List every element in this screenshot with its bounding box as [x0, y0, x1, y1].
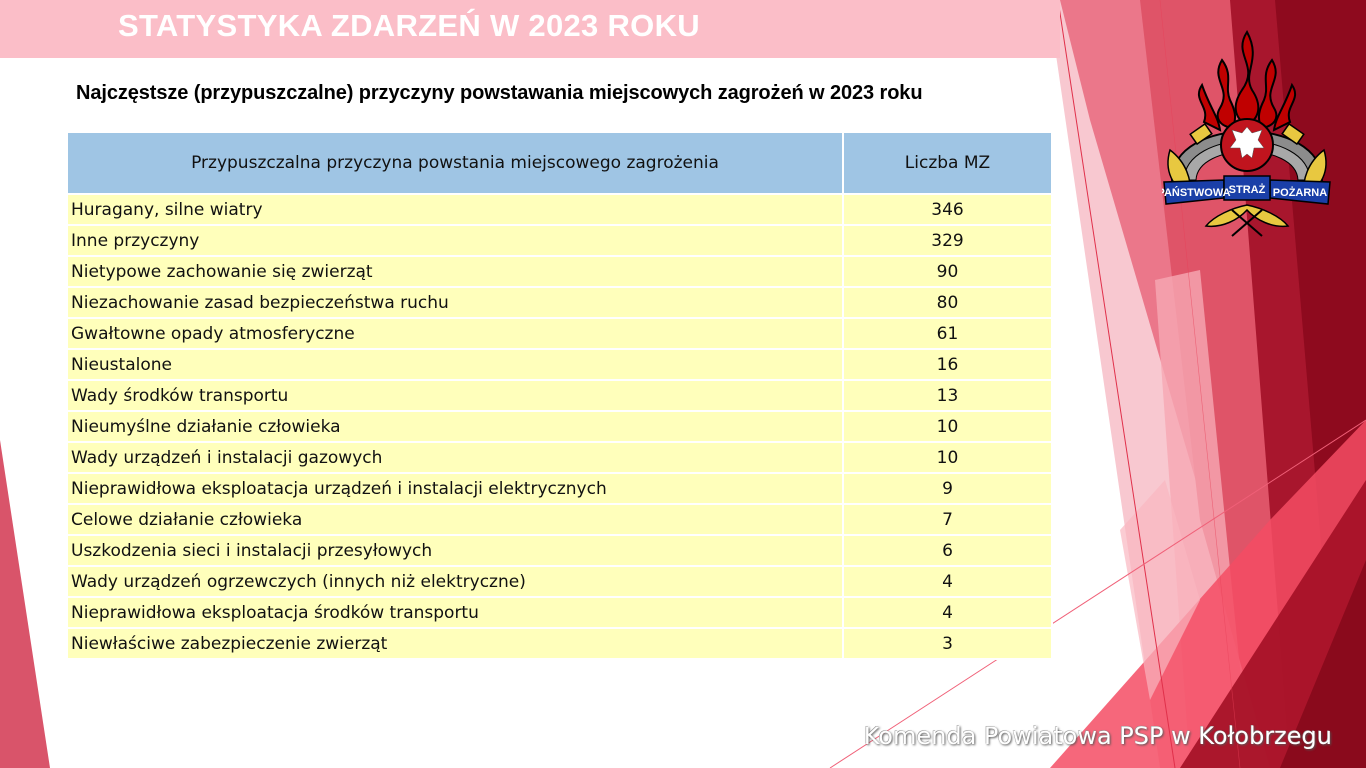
table-row: Niezachowanie zasad bezpieczeństwa ruchu… [66, 286, 1053, 319]
footer-organization: Komenda Powiatowa PSP w Kołobrzegu [863, 722, 1332, 750]
ribbon-center-text: STRAŻ [1229, 183, 1266, 196]
cause-cell: Nieprawidłowa eksploatacja środków trans… [66, 596, 844, 629]
table-row: Nieustalone 16 [66, 348, 1053, 381]
count-cell: 16 [842, 348, 1053, 381]
causes-table: Przypuszczalna przyczyna powstania miejs… [66, 131, 1053, 660]
cause-cell: Celowe działanie człowieka [66, 503, 844, 536]
cause-cell: Huragany, silne wiatry [66, 193, 844, 226]
ribbon-right-text: POŻARNA [1273, 186, 1327, 199]
table-row: Nieprawidłowa eksploatacja środków trans… [66, 596, 1053, 629]
count-cell: 10 [842, 410, 1053, 443]
cause-cell: Nieumyślne działanie człowieka [66, 410, 844, 443]
table-row: Huragany, silne wiatry 346 [66, 193, 1053, 226]
count-cell: 4 [842, 565, 1053, 598]
count-cell: 13 [842, 379, 1053, 412]
cause-cell: Inne przyczyny [66, 224, 844, 257]
table-subtitle: Najczęstsze (przypuszczalne) przyczyny p… [76, 82, 923, 104]
title-bar [0, 0, 1060, 58]
count-cell: 329 [842, 224, 1053, 257]
count-cell: 4 [842, 596, 1053, 629]
table-row: Uszkodzenia sieci i instalacji przesyłow… [66, 534, 1053, 567]
table-header-row: Przypuszczalna przyczyna powstania miejs… [66, 131, 1053, 195]
table-row: Nietypowe zachowanie się zwierząt 90 [66, 255, 1053, 288]
cause-cell: Nieprawidłowa eksploatacja urządzeń i in… [66, 472, 844, 505]
table-row: Wady urządzeń i instalacji gazowych 10 [66, 441, 1053, 474]
slide-title: STATYSTYKA ZDARZEŃ W 2023 ROKU [118, 8, 700, 43]
table-row: Inne przyczyny 329 [66, 224, 1053, 257]
count-cell: 10 [842, 441, 1053, 474]
psp-emblem-icon: PAŃSTWOWA STRAŻ POŻARNA [1162, 30, 1331, 237]
count-cell: 80 [842, 286, 1053, 319]
table-row: Nieumyślne działanie człowieka 10 [66, 410, 1053, 443]
cause-cell: Wady urządzeń ogrzewczych (innych niż el… [66, 565, 844, 598]
table-row: Niewłaściwe zabezpieczenie zwierząt 3 [66, 627, 1053, 660]
header-count: Liczba MZ [842, 131, 1053, 195]
header-cause: Przypuszczalna przyczyna powstania miejs… [66, 131, 844, 195]
count-cell: 61 [842, 317, 1053, 350]
table-row: Nieprawidłowa eksploatacja urządzeń i in… [66, 472, 1053, 505]
cause-cell: Niezachowanie zasad bezpieczeństwa ruchu [66, 286, 844, 319]
count-cell: 346 [842, 193, 1053, 226]
count-cell: 6 [842, 534, 1053, 567]
count-cell: 9 [842, 472, 1053, 505]
cause-cell: Nieustalone [66, 348, 844, 381]
count-cell: 7 [842, 503, 1053, 536]
cause-cell: Niewłaściwe zabezpieczenie zwierząt [66, 627, 844, 660]
table-row: Wady urządzeń ogrzewczych (innych niż el… [66, 565, 1053, 598]
table-row: Gwałtowne opady atmosferyczne 61 [66, 317, 1053, 350]
count-cell: 90 [842, 255, 1053, 288]
cause-cell: Uszkodzenia sieci i instalacji przesyłow… [66, 534, 844, 567]
cause-cell: Wady urządzeń i instalacji gazowych [66, 441, 844, 474]
table-row: Celowe działanie człowieka 7 [66, 503, 1053, 536]
count-cell: 3 [842, 627, 1053, 660]
cause-cell: Nietypowe zachowanie się zwierząt [66, 255, 844, 288]
ribbon-left-text: PAŃSTWOWA [1162, 186, 1231, 199]
cause-cell: Wady środków transportu [66, 379, 844, 412]
table-row: Wady środków transportu 13 [66, 379, 1053, 412]
cause-cell: Gwałtowne opady atmosferyczne [66, 317, 844, 350]
